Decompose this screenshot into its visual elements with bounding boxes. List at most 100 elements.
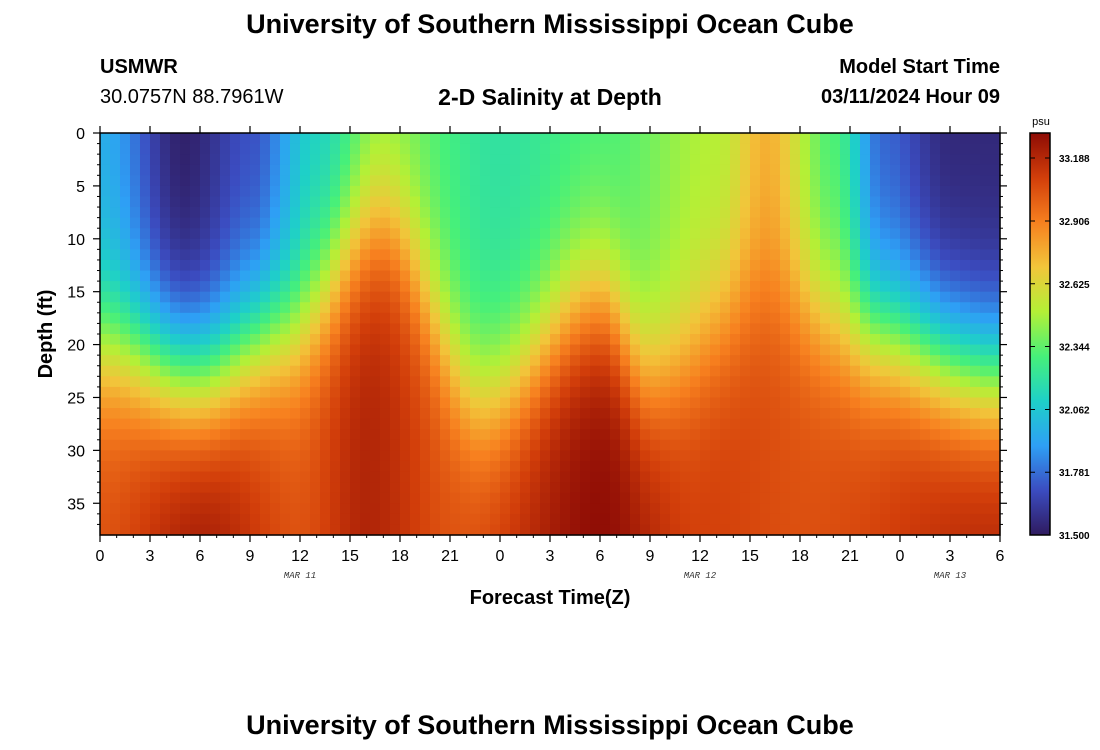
y-axis-label: Depth (ft): [35, 290, 57, 379]
heatmap-cell: [620, 344, 631, 356]
heatmap-cell: [120, 524, 131, 536]
heatmap-cell: [310, 238, 321, 250]
heatmap-cell: [350, 281, 361, 293]
heatmap-cell: [590, 175, 601, 187]
heatmap-cell: [360, 196, 371, 208]
heatmap-cell: [270, 207, 281, 219]
heatmap-cell: [160, 334, 171, 346]
heatmap-cell: [870, 503, 881, 515]
heatmap-cell: [760, 154, 771, 166]
heatmap-cell: [210, 524, 221, 536]
heatmap-cell: [730, 355, 741, 367]
heatmap-cell: [500, 460, 511, 473]
colorbar-tick-label: 31.781: [1059, 468, 1090, 479]
heatmap-cell: [710, 386, 721, 399]
heatmap-cell: [840, 302, 851, 314]
heatmap-cell: [890, 281, 901, 293]
heatmap-cell: [840, 408, 851, 420]
heatmap-cell: [780, 439, 791, 451]
heatmap-cell: [910, 397, 921, 409]
heatmap-cell: [930, 471, 941, 483]
heatmap-cell: [380, 471, 391, 483]
heatmap-cell: [180, 513, 191, 526]
heatmap-cell: [850, 154, 861, 166]
heatmap-cell: [740, 238, 751, 250]
heatmap-cell: [620, 365, 631, 377]
heatmap-cell: [790, 164, 801, 176]
heatmap-cell: [690, 154, 701, 166]
heatmap-cell: [750, 207, 761, 219]
heatmap-cell: [340, 175, 351, 187]
heatmap-cell: [680, 238, 691, 250]
heatmap-cell: [460, 207, 471, 219]
heatmap-cell: [470, 334, 481, 346]
heatmap-cell: [430, 513, 441, 526]
heatmap-cell: [770, 143, 781, 155]
heatmap-cell: [290, 270, 301, 282]
heatmap-cell: [890, 323, 901, 335]
heatmap-cell: [640, 143, 651, 155]
heatmap-cell: [230, 291, 241, 303]
heatmap-cell: [800, 196, 811, 208]
heatmap-cell: [910, 196, 921, 208]
heatmap-cell: [160, 344, 171, 356]
heatmap-cell: [710, 439, 721, 451]
heatmap-cell: [970, 323, 981, 335]
heatmap-cell: [690, 471, 701, 483]
heatmap-cell: [110, 164, 121, 176]
heatmap-cell: [720, 355, 731, 367]
heatmap-cell: [660, 217, 671, 229]
heatmap-cell: [980, 503, 991, 515]
heatmap-cell: [180, 133, 191, 145]
heatmap-cell: [150, 365, 161, 377]
heatmap-cell: [290, 355, 301, 367]
heatmap-cell: [150, 439, 161, 451]
heatmap-cell: [170, 439, 181, 451]
heatmap-cell: [900, 386, 911, 399]
heatmap-cell: [970, 482, 981, 494]
heatmap-cell: [250, 439, 261, 451]
heatmap-cell: [150, 482, 161, 494]
heatmap-cell: [570, 291, 581, 303]
heatmap-cell: [430, 408, 441, 420]
heatmap-cell: [610, 259, 621, 272]
heatmap-cell: [860, 397, 871, 409]
heatmap-cell: [640, 281, 651, 293]
chart-title: 2-D Salinity at Depth: [438, 84, 662, 110]
heatmap-cell: [440, 418, 451, 430]
heatmap-cell: [820, 513, 831, 526]
heatmap-cell: [140, 281, 151, 293]
heatmap-cell: [970, 513, 981, 526]
heatmap-cell: [800, 524, 811, 536]
heatmap-cell: [380, 439, 391, 451]
heatmap-cell: [500, 207, 511, 219]
heatmap-cell: [920, 302, 931, 314]
heatmap-cell: [670, 450, 681, 462]
heatmap-cell: [640, 302, 651, 314]
heatmap-cell: [540, 217, 551, 229]
heatmap-cell: [830, 365, 841, 377]
heatmap-cell: [370, 355, 381, 367]
heatmap-cell: [920, 249, 931, 261]
heatmap-cell: [990, 450, 1001, 462]
heatmap-cell: [810, 386, 821, 399]
heatmap-cell: [960, 281, 971, 293]
heatmap-cell: [580, 228, 591, 240]
heatmap-cell: [680, 185, 691, 198]
heatmap-cell: [820, 270, 831, 282]
heatmap-cell: [480, 207, 491, 219]
heatmap-cell: [400, 312, 411, 325]
heatmap-cell: [570, 207, 581, 219]
heatmap-cell: [460, 291, 471, 303]
heatmap-cell: [450, 291, 461, 303]
heatmap-cell: [880, 175, 891, 187]
heatmap-cell: [830, 355, 841, 367]
heatmap-cell: [200, 207, 211, 219]
heatmap-cell: [640, 238, 651, 250]
heatmap-cell: [540, 503, 551, 515]
heatmap-cell: [550, 196, 561, 208]
heatmap-cell: [570, 513, 581, 526]
heatmap-cell: [910, 429, 921, 441]
heatmap-cell: [480, 281, 491, 293]
heatmap-cell: [990, 376, 1001, 388]
